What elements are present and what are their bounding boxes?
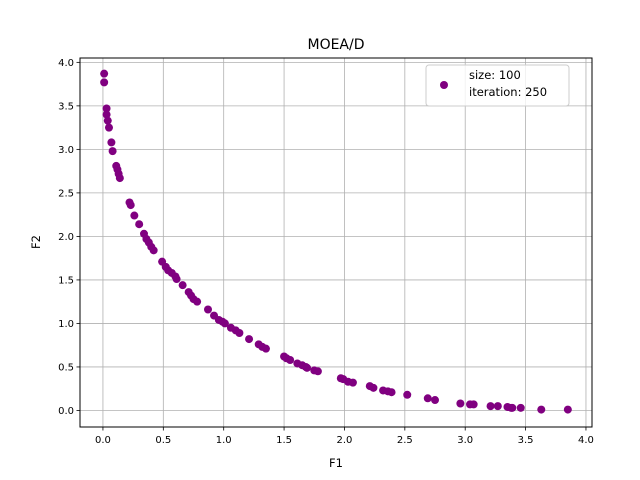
scatter-point: [126, 201, 135, 210]
scatter-point: [102, 110, 111, 119]
y-tick-label: 0.5: [58, 362, 74, 373]
scatter-point: [107, 138, 116, 147]
y-axis-ticks: 0.0 0.5 1.0 1.5 2.0 2.5 3.0 3.5 4.0: [58, 58, 80, 417]
scatter-point: [261, 344, 270, 353]
y-tick-label: 3.5: [58, 101, 74, 112]
x-tick-label: 2.0: [336, 435, 352, 446]
scatter-point: [104, 123, 113, 132]
scatter-point: [149, 246, 158, 255]
scatter-point: [369, 383, 378, 392]
y-tick-label: 3.0: [58, 145, 74, 156]
scatter-point: [313, 367, 322, 376]
x-tick-label: 0.5: [155, 435, 171, 446]
scatter-point: [423, 394, 432, 403]
y-axis-label: F2: [29, 235, 43, 249]
y-tick-label: 2.5: [58, 188, 74, 199]
scatter-point: [100, 69, 109, 78]
scatter-points: [100, 69, 572, 414]
chart-title: MOEA/D: [307, 37, 364, 53]
scatter-point: [102, 104, 111, 113]
x-axis-ticks: 0.0 0.5 1.0 1.5 2.0 2.5 3.0 3.5 4.0: [95, 427, 594, 446]
scatter-point: [431, 396, 440, 405]
legend-box: [425, 64, 570, 107]
scatter-point: [537, 405, 546, 414]
x-tick-label: 4.0: [578, 435, 594, 446]
scatter-point: [103, 116, 112, 125]
plot-frame: [79, 57, 593, 428]
legend: size: 100 iteration: 250: [425, 64, 570, 107]
x-tick-label: 1.5: [276, 435, 292, 446]
scatter-point: [348, 378, 357, 387]
scatter-point: [508, 403, 517, 412]
scatter-point: [456, 399, 465, 408]
scatter-point: [486, 402, 495, 411]
legend-line-2: iteration: 250: [469, 85, 547, 99]
scatter-point: [178, 281, 187, 290]
scatter-point: [235, 329, 244, 338]
x-tick-label: 2.5: [397, 435, 413, 446]
y-tick-label: 0.0: [58, 406, 74, 417]
x-tick-label: 3.0: [457, 435, 473, 446]
scatter-point: [115, 174, 124, 183]
scatter-point: [204, 305, 212, 314]
y-tick-label: 2.0: [58, 232, 74, 243]
legend-marker: [440, 81, 448, 89]
scatter-point: [100, 78, 109, 87]
scatter-point: [108, 147, 117, 156]
scatter-point: [193, 297, 202, 306]
legend-line-1: size: 100: [469, 68, 521, 82]
x-tick-label: 3.5: [518, 435, 534, 446]
scatter-point: [303, 363, 312, 372]
x-axis-label: F1: [329, 456, 343, 470]
x-tick-label: 0.0: [95, 435, 111, 446]
x-tick-label: 1.0: [216, 435, 232, 446]
scatter-point: [245, 335, 254, 344]
scatter-point: [493, 402, 502, 411]
y-tick-label: 1.5: [58, 275, 74, 286]
scatter-point: [135, 220, 144, 229]
scatter-point: [130, 211, 139, 220]
y-tick-label: 4.0: [58, 58, 74, 69]
scatter-point: [387, 388, 396, 397]
scatter-point: [516, 403, 525, 412]
y-tick-label: 1.0: [58, 319, 74, 330]
scatter-point: [220, 319, 229, 328]
scatter-point: [563, 405, 572, 414]
scatter-point: [172, 275, 181, 284]
scatter-point: [286, 355, 295, 364]
scatter-point: [403, 390, 412, 399]
scatter-point: [469, 400, 478, 409]
